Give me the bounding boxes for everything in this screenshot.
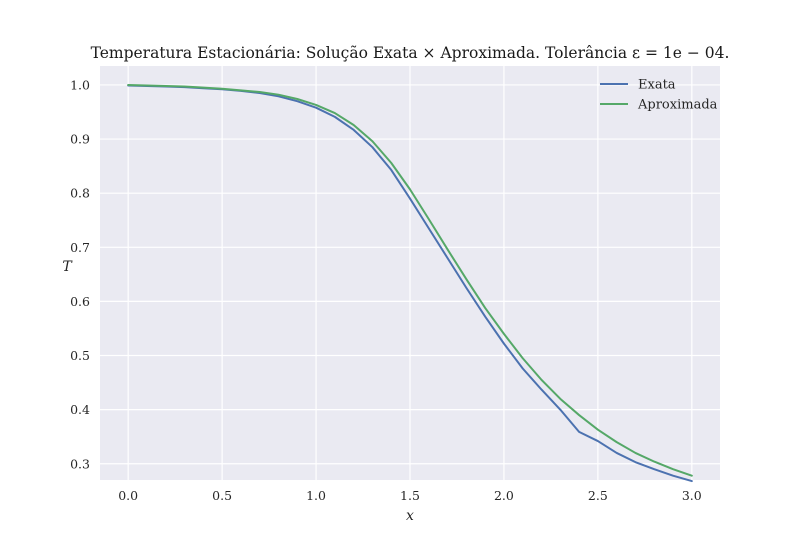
y-tick-label: 0.8: [70, 186, 90, 201]
x-tick-label: 2.0: [494, 488, 514, 503]
y-tick-label: 1.0: [70, 77, 90, 92]
x-tick-label: 0.0: [118, 488, 138, 503]
series-line-aproximada: [127, 83, 693, 477]
x-tick-label: 2.5: [588, 488, 608, 503]
y-tick-label: 0.9: [70, 132, 90, 147]
series-layer: [127, 83, 693, 483]
legend-label-exata: Exata: [638, 78, 676, 93]
x-tick-label: 0.5: [212, 488, 232, 503]
x-axis-label: x: [406, 508, 414, 524]
y-tick-label: 0.7: [70, 240, 90, 255]
x-axis-ticks: 0.0 0.5 1.0 1.5 2.0 2.5 3.0: [118, 488, 702, 503]
y-axis-label: T: [62, 259, 73, 275]
chart-title: Temperatura Estacionária: Solução Exata …: [91, 44, 730, 62]
grid: [100, 66, 720, 480]
legend-label-aproximada: Aproximada: [637, 98, 718, 113]
y-tick-label: 0.4: [70, 402, 90, 417]
x-tick-label: 1.5: [400, 488, 420, 503]
y-tick-label: 0.6: [70, 294, 90, 309]
x-tick-label: 1.0: [306, 488, 326, 503]
y-axis-ticks: 0.3 0.4 0.5 0.6 0.7 0.8 0.9 1.0: [70, 77, 90, 471]
y-tick-label: 0.3: [70, 456, 90, 471]
legend: Exata Aproximada: [600, 78, 718, 113]
y-tick-label: 0.5: [70, 348, 90, 363]
x-tick-label: 3.0: [682, 488, 702, 503]
